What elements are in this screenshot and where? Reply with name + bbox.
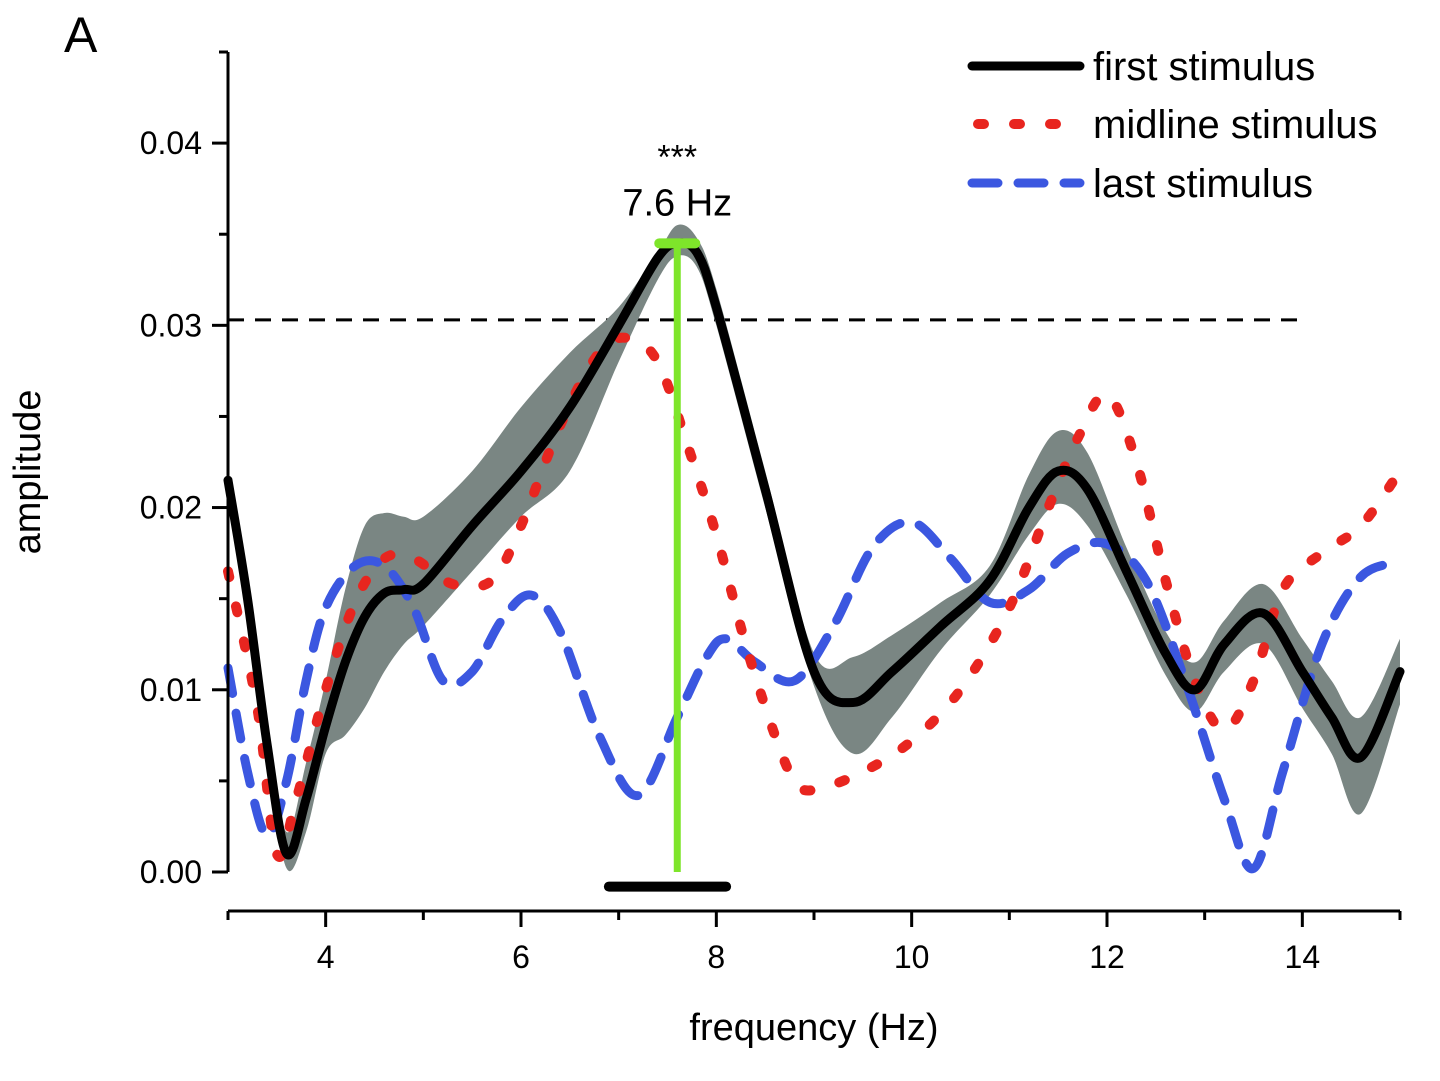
y-tick-label: 0.03 [140,307,202,343]
y-tick-label: 0.02 [140,490,202,526]
series-line-midline-stimulus [223,332,1405,862]
series-line-first-stimulus [223,238,1405,860]
significance-stars: *** [657,138,697,176]
x-tick-label: 4 [317,939,335,975]
legend-label-midline-stimulus: midline stimulus [1093,103,1378,147]
x-tick-label: 6 [512,939,530,975]
series-line-last-stimulus [223,517,1405,873]
x-tick-label: 12 [1089,939,1125,975]
y-tick-label: 0.04 [140,125,202,161]
y-tick-label: 0.01 [140,672,202,708]
plot-area [223,224,1405,892]
legend-label-last-stimulus: last stimulus [1093,162,1313,206]
ticks: 0.00 0.01 0.02 0.03 0.04 4 6 8 10 12 14 [140,50,1402,975]
legend-label-first-stimulus: first stimulus [1093,45,1315,89]
sem-band-first-stimulus [228,224,1400,872]
panel-label: A [64,7,98,63]
y-axis-title: amplitude [7,390,49,555]
x-tick-label: 10 [894,939,930,975]
peak-frequency-label: 7.6 Hz [622,182,732,224]
annotations: *** 7.6 Hz [622,138,732,224]
x-axis-title: frequency (Hz) [689,1007,938,1049]
x-tick-label: 8 [707,939,725,975]
y-tick-label: 0.00 [140,854,202,890]
x-tick-label: 14 [1285,939,1321,975]
legend: first stimulus midline stimulus last sti… [967,45,1378,206]
